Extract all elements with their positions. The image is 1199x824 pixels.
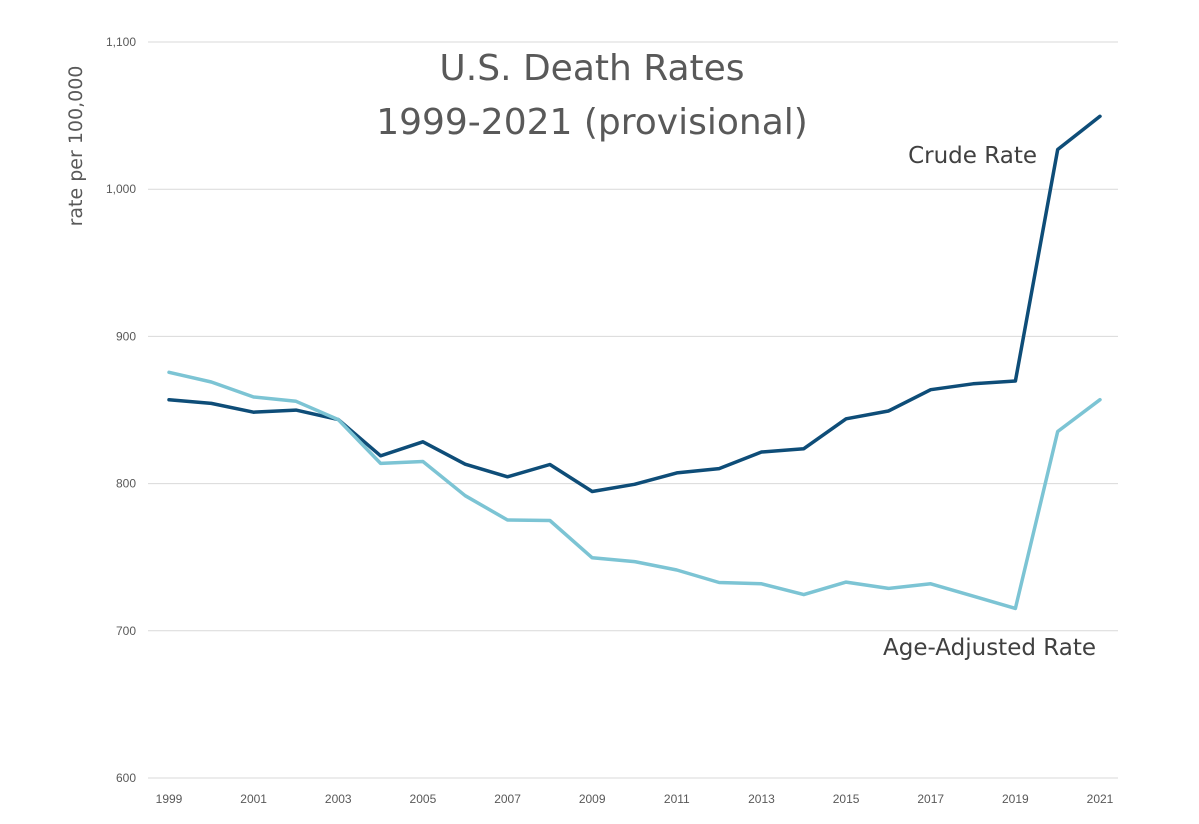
series-line-age-adjusted-rate	[167, 370, 1102, 611]
x-tick-label: 2007	[494, 792, 521, 806]
x-tick-label: 2021	[1087, 792, 1114, 806]
y-tick-label: 800	[116, 477, 136, 491]
x-tick-label: 2009	[579, 792, 606, 806]
x-tick-label: 2011	[664, 792, 690, 806]
x-tick-label: 2001	[240, 792, 267, 806]
x-axis-ticks: 1999 2001 2003 2005 2007 2009 2011 2013 2015 2017…	[156, 792, 1114, 806]
chart-title-line-1: U.S. Death Rates	[439, 48, 744, 89]
age-adjusted-rate-annotation: Age-Adjusted Rate	[883, 635, 1096, 661]
x-tick-label: 2019	[1002, 792, 1029, 806]
y-tick-label: 700	[116, 624, 136, 638]
x-tick-label: 2003	[325, 792, 352, 806]
y-tick-label: 1,000	[106, 182, 136, 196]
x-tick-label: 2015	[833, 792, 860, 806]
x-tick-label: 1999	[156, 792, 183, 806]
y-axis-ticks: 600 700 800 900 1,000 1,100	[106, 35, 136, 785]
y-tick-label: 900	[116, 329, 136, 343]
y-axis-label: rate per 100,000	[65, 66, 87, 227]
series-lines	[167, 114, 1102, 611]
crude-rate-annotation: Crude Rate	[908, 143, 1037, 169]
y-tick-label: 1,100	[106, 35, 136, 49]
y-tick-label: 600	[116, 771, 136, 785]
x-tick-label: 2013	[748, 792, 775, 806]
x-tick-label: 2005	[410, 792, 437, 806]
series-line-crude-rate	[167, 114, 1102, 494]
chart-title-line-2: 1999-2021 (provisional)	[376, 102, 808, 143]
x-tick-label: 2017	[917, 792, 944, 806]
